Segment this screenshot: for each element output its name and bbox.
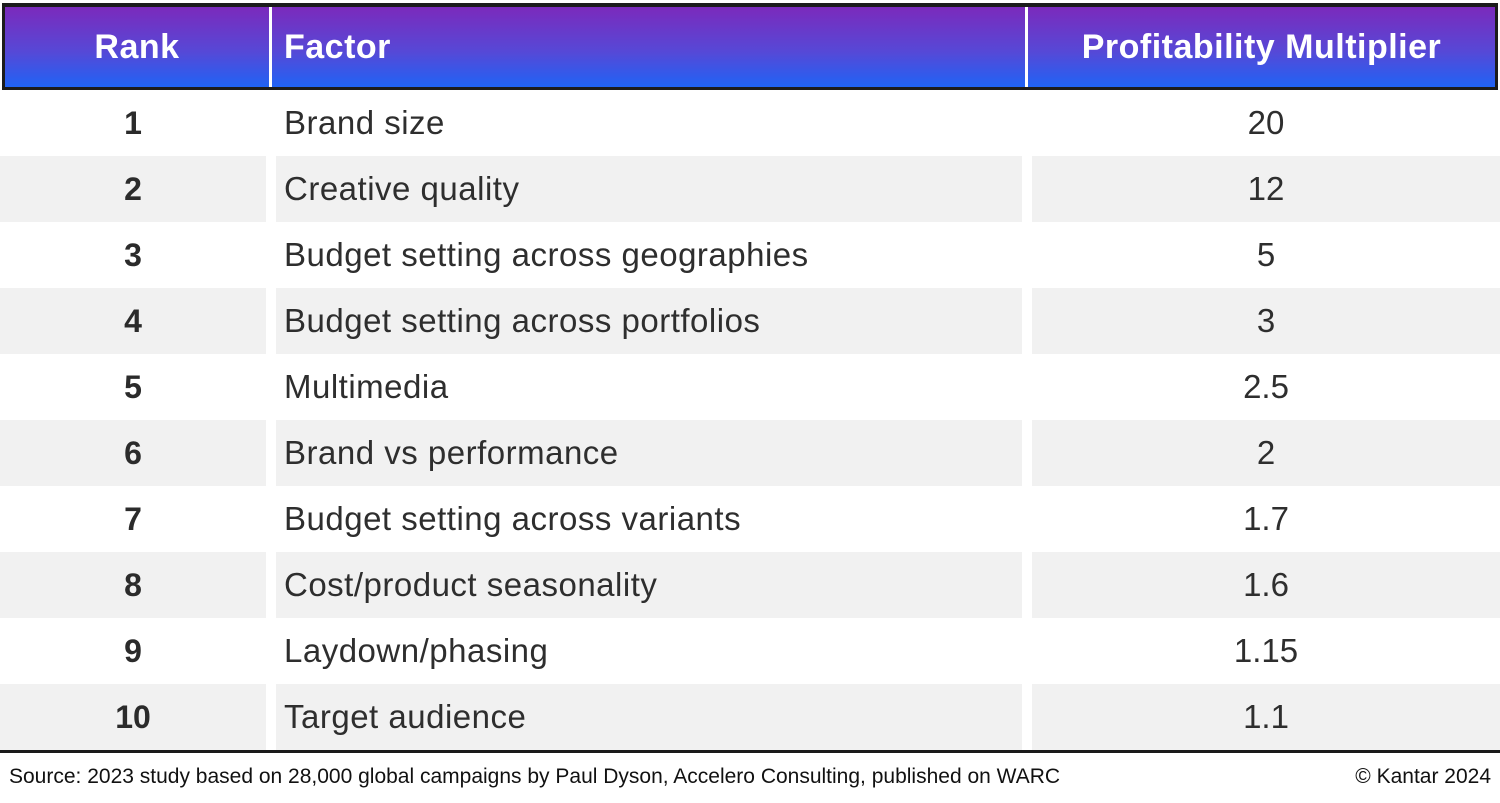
multiplier-cell: 3: [1032, 288, 1500, 354]
rank-cell: 1: [0, 90, 266, 156]
factor-cell: Budget setting across portfolios: [276, 288, 1022, 354]
rank-cell: 6: [0, 420, 266, 486]
factor-cell: Laydown/phasing: [276, 618, 1022, 684]
multiplier-cell: 2: [1032, 420, 1500, 486]
factor-cell: Budget setting across geographies: [276, 222, 1022, 288]
table-header-row: Rank Factor Profitability Multiplier: [2, 3, 1498, 90]
rank-cell: 2: [0, 156, 266, 222]
multiplier-cell: 5: [1032, 222, 1500, 288]
column-header-rank: Rank: [5, 7, 269, 87]
source-text: Source: 2023 study based on 28,000 globa…: [9, 764, 1061, 788]
copyright-text: © Kantar 2024: [1355, 764, 1491, 788]
multiplier-cell: 12: [1032, 156, 1500, 222]
factor-cell: Budget setting across variants: [276, 486, 1022, 552]
table-row: 8 Cost/product seasonality 1.6: [0, 552, 1500, 618]
multiplier-cell: 1.7: [1032, 486, 1500, 552]
table-row: 3 Budget setting across geographies 5: [0, 222, 1500, 288]
footer: Source: 2023 study based on 28,000 globa…: [0, 750, 1500, 800]
rank-cell: 4: [0, 288, 266, 354]
multiplier-cell: 1.15: [1032, 618, 1500, 684]
rank-cell: 9: [0, 618, 266, 684]
table-row: 7 Budget setting across variants 1.7: [0, 486, 1500, 552]
rank-cell: 3: [0, 222, 266, 288]
column-header-factor: Factor: [269, 7, 1025, 87]
table-row: 6 Brand vs performance 2: [0, 420, 1500, 486]
table-body: 1 Brand size 20 2 Creative quality 12 3 Budget …: [0, 90, 1500, 750]
table-row: 4 Budget setting across portfolios 3: [0, 288, 1500, 354]
rank-cell: 7: [0, 486, 266, 552]
multiplier-cell: 1.1: [1032, 684, 1500, 750]
factor-cell: Brand vs performance: [276, 420, 1022, 486]
factor-cell: Creative quality: [276, 156, 1022, 222]
profitability-table: Rank Factor Profitability Multiplier 1 Br…: [0, 3, 1500, 800]
multiplier-cell: 20: [1032, 90, 1500, 156]
table-row: 10 Target audience 1.1: [0, 684, 1500, 750]
column-header-factor-label: Factor: [284, 27, 391, 66]
rank-cell: 10: [0, 684, 266, 750]
factor-cell: Cost/product seasonality: [276, 552, 1022, 618]
table-row: 5 Multimedia 2.5: [0, 354, 1500, 420]
table-row: 1 Brand size 20: [0, 90, 1500, 156]
rank-cell: 8: [0, 552, 266, 618]
factor-cell: Multimedia: [276, 354, 1022, 420]
table-row: 2 Creative quality 12: [0, 156, 1500, 222]
factor-cell: Target audience: [276, 684, 1022, 750]
multiplier-cell: 1.6: [1032, 552, 1500, 618]
column-header-rank-label: Rank: [94, 27, 180, 66]
table-row: 9 Laydown/phasing 1.15: [0, 618, 1500, 684]
factor-cell: Brand size: [276, 90, 1022, 156]
multiplier-cell: 2.5: [1032, 354, 1500, 420]
column-header-multiplier: Profitability Multiplier: [1025, 7, 1495, 87]
column-header-multiplier-label: Profitability Multiplier: [1081, 27, 1442, 66]
rank-cell: 5: [0, 354, 266, 420]
